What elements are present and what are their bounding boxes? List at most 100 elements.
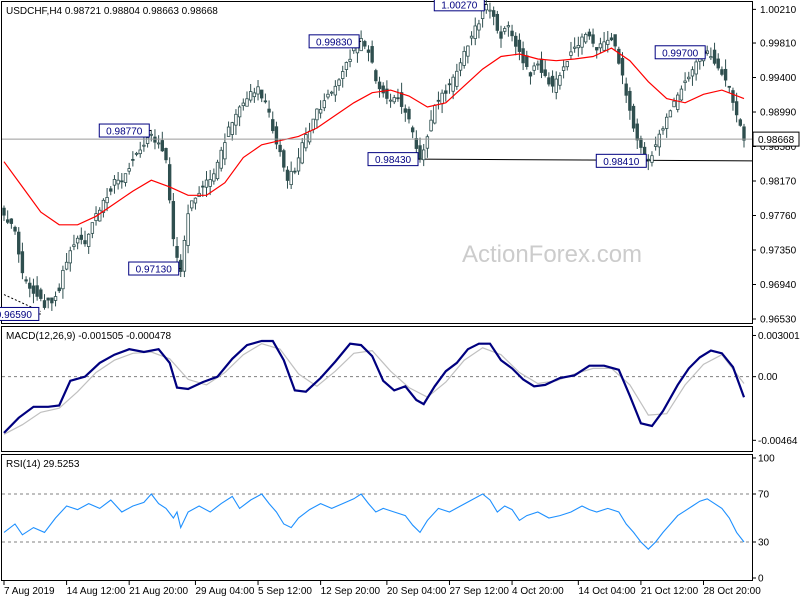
candle [179,254,183,277]
candle [127,162,131,175]
candle [591,28,595,48]
candle [131,151,135,167]
candle [731,87,735,111]
candle [547,72,551,87]
candle [237,105,242,127]
rsi-tick-label: 100 [758,454,775,465]
candle [433,104,437,125]
candle [536,60,540,70]
candle [271,111,275,134]
current-price-label: 0.98668 [758,135,795,146]
candle [164,147,168,164]
candle [46,297,50,309]
candle [462,46,466,69]
candle [39,287,43,302]
candle [410,125,415,139]
candle [657,129,662,156]
candle [101,198,106,218]
price-annotation: 0.99830 [308,34,362,49]
candle [617,46,621,65]
price-annotation: 0.99700 [654,45,708,60]
rsi-series [3,493,745,550]
candle [366,45,371,62]
price-annotation: 1.00270 [433,0,487,12]
candle [738,118,743,127]
candle [68,246,72,272]
candle [403,104,407,122]
candle [160,131,164,152]
candle [683,72,687,91]
price-tick-label: 0.97760 [760,211,797,222]
candle [661,126,665,135]
price-tick-label: 1.00210 [760,5,797,16]
price-tick-label: 0.98170 [760,177,797,188]
candle [329,90,334,96]
candle [293,167,297,175]
candle [245,91,249,107]
candle [86,233,91,254]
candle [488,2,492,19]
rsi-line [3,493,745,550]
candle [186,204,190,254]
price-annotation-label: 0.99700 [662,48,699,59]
price-annotation-label: 0.97130 [136,265,173,276]
candle [123,173,128,187]
price-annotation-label: 0.98770 [106,127,143,138]
candle [377,76,382,98]
candle [42,294,47,310]
candle [31,278,36,304]
candle [241,98,245,111]
candlestick-series [2,0,746,311]
rsi-panel-frame [1,454,753,581]
candle [734,92,739,123]
candle [495,10,500,34]
candle [145,135,150,148]
macd-line [3,339,746,434]
candle [72,234,76,251]
macd-y-axis: 0.003001 0.00 -0.00464 [2,331,800,447]
candle [742,123,746,148]
candle [215,159,220,181]
candle [550,70,555,93]
time-tick-label: 12 Sep 20:00 [321,586,381,597]
time-tick-label: 14 Aug 12:00 [67,586,126,597]
candle [451,74,455,100]
candle [407,106,411,124]
candle [506,21,511,37]
watermark: ActionForex.com [462,241,642,268]
candle [138,141,142,158]
candle [2,205,6,222]
candle [363,39,367,50]
candle [436,91,441,110]
candle [171,193,176,247]
candle [572,37,577,53]
price-tick-label: 0.98990 [760,108,797,119]
candle [694,59,698,81]
candle [473,17,477,46]
candle [208,169,212,196]
candle [79,227,84,245]
rsi-tick-label: 0 [758,574,764,585]
candle [337,78,341,91]
candle [712,42,717,66]
candle [282,148,286,172]
candle [167,157,172,204]
candle [201,180,205,197]
candle [422,143,426,167]
candle [499,25,503,48]
time-tick-label: 28 Oct 20:00 [704,586,762,597]
price-annotation: 0.96590 [0,306,41,321]
candle [543,60,547,78]
current-price-box [752,131,800,147]
price-tick-label: 0.98580 [760,142,797,153]
candle [204,171,209,197]
candle [35,276,39,301]
candle [28,277,32,298]
candle [289,161,293,189]
candle [5,210,10,225]
candle [374,68,378,84]
candle [709,47,713,61]
time-tick-label: 21 Oct 12:00 [641,586,699,597]
candle [609,32,614,42]
